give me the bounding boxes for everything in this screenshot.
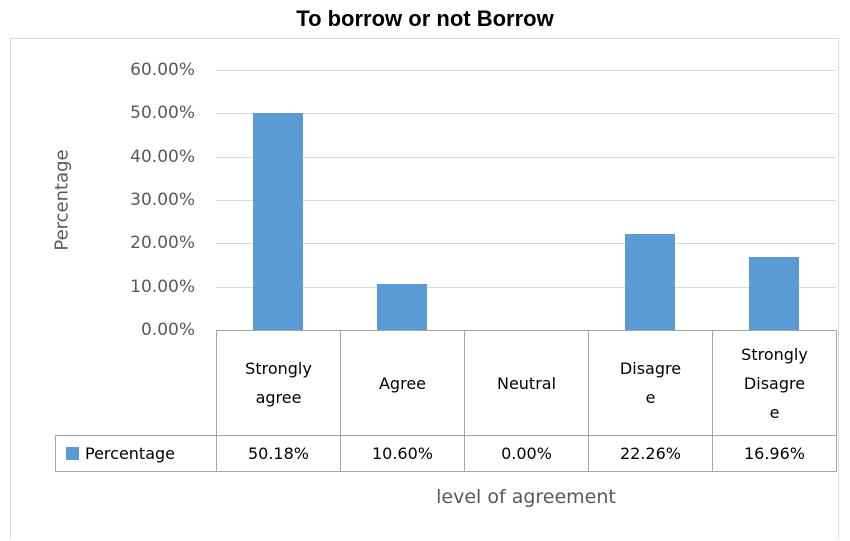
x-category-label: Agree xyxy=(340,330,465,436)
x-category-label: Strongly agree xyxy=(216,330,341,436)
x-axis-label: level of agreement xyxy=(436,486,616,508)
gridline xyxy=(216,113,836,114)
gridline xyxy=(216,287,836,288)
legend-swatch xyxy=(66,447,79,460)
y-axis-label: Percentage xyxy=(51,149,73,251)
gridline xyxy=(216,243,836,244)
bar xyxy=(749,256,799,330)
y-tick-label: 10.00% xyxy=(130,276,195,297)
data-label: 22.26% xyxy=(588,435,713,472)
x-category-label: Neutral xyxy=(464,330,589,436)
x-category-label: Disagre e xyxy=(588,330,713,436)
y-tick-label: 30.00% xyxy=(130,190,195,210)
y-tick-label: 50.00% xyxy=(130,103,195,124)
data-label: 50.18% xyxy=(216,435,341,472)
x-category-label: Strongly Disagre e xyxy=(712,330,837,436)
bar xyxy=(625,233,675,330)
legend-entry: Percentage xyxy=(55,435,217,472)
y-tick-label: 60.00% xyxy=(130,60,195,80)
bar xyxy=(253,112,303,330)
gridline xyxy=(216,157,836,158)
gridline xyxy=(216,70,836,71)
y-tick-label: 0.00% xyxy=(140,320,195,340)
chart-frame xyxy=(10,38,839,538)
data-label: 10.60% xyxy=(340,435,465,472)
legend-label: Percentage xyxy=(85,444,176,463)
chart-title: To borrow or not Borrow xyxy=(296,6,554,31)
data-label: 16.96% xyxy=(712,435,837,472)
gridline xyxy=(216,200,836,201)
y-tick-label: 20.00% xyxy=(130,233,195,254)
y-tick-label: 40.00% xyxy=(130,146,195,167)
data-label: 0.00% xyxy=(464,435,589,472)
bar xyxy=(377,284,427,330)
